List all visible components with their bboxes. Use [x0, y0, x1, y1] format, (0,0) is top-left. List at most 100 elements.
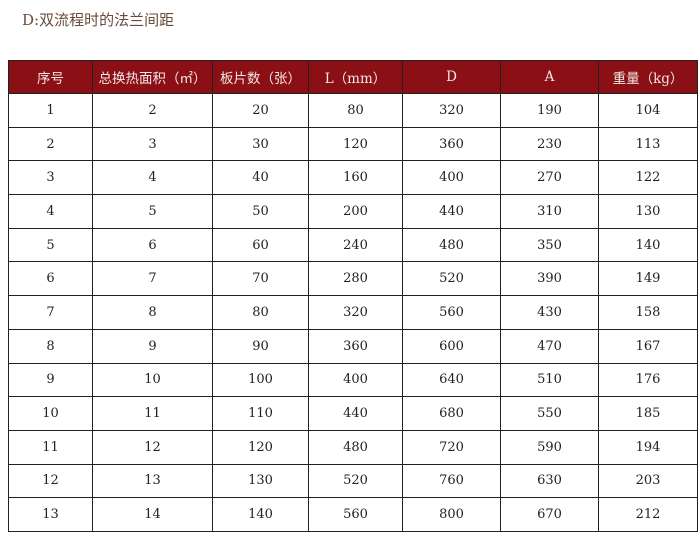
cell-length-l: 80 [308, 93, 403, 128]
cell-index: 4 [8, 194, 93, 229]
table-header-row: 序号 总换热面积（㎡） 板片数（张） L（mm） D A 重量（kg） [8, 60, 698, 94]
cell-plate-count: 50 [212, 194, 309, 229]
table-row: 5 6 60 240 480 350 140 [8, 227, 698, 263]
cell-index: 10 [8, 396, 93, 431]
column-header-weight: 重量（kg） [598, 60, 698, 94]
column-header-length-l: L（mm） [308, 60, 403, 94]
table-row: 11 12 120 480 720 590 194 [8, 429, 698, 465]
cell-dim-a: 230 [500, 126, 599, 162]
cell-plate-count: 120 [212, 429, 309, 465]
cell-dim-d: 520 [402, 261, 501, 297]
cell-plate-count: 110 [212, 396, 309, 431]
cell-plate-count: 130 [212, 463, 309, 499]
cell-weight: 104 [598, 93, 698, 128]
cell-total-area: 14 [92, 497, 213, 532]
cell-weight: 158 [598, 295, 698, 330]
cell-dim-a: 430 [500, 295, 599, 330]
table-row: 12 13 130 520 760 630 203 [8, 463, 698, 499]
cell-length-l: 240 [308, 227, 403, 263]
cell-dim-a: 670 [500, 497, 599, 532]
cell-length-l: 520 [308, 463, 403, 499]
cell-length-l: 480 [308, 429, 403, 465]
cell-dim-d: 800 [402, 497, 501, 532]
cell-total-area: 9 [92, 328, 213, 364]
table-row: 4 5 50 200 440 310 130 [8, 194, 698, 229]
cell-index: 12 [8, 463, 93, 499]
cell-total-area: 10 [92, 362, 213, 398]
cell-length-l: 440 [308, 396, 403, 431]
cell-total-area: 11 [92, 396, 213, 431]
cell-dim-a: 630 [500, 463, 599, 499]
cell-weight: 113 [598, 126, 698, 162]
table-row: 9 10 100 400 640 510 176 [8, 362, 698, 398]
cell-dim-d: 360 [402, 126, 501, 162]
cell-dim-a: 590 [500, 429, 599, 465]
cell-length-l: 400 [308, 362, 403, 398]
cell-total-area: 12 [92, 429, 213, 465]
cell-total-area: 4 [92, 160, 213, 196]
cell-dim-d: 760 [402, 463, 501, 499]
cell-weight: 176 [598, 362, 698, 398]
cell-dim-a: 270 [500, 160, 599, 196]
cell-index: 1 [8, 93, 93, 128]
cell-total-area: 5 [92, 194, 213, 229]
cell-weight: 185 [598, 396, 698, 431]
column-header-dim-a: A [500, 60, 599, 94]
cell-dim-d: 560 [402, 295, 501, 330]
column-header-dim-d: D [402, 60, 501, 94]
cell-weight: 140 [598, 227, 698, 263]
cell-plate-count: 70 [212, 261, 309, 297]
cell-weight: 212 [598, 497, 698, 532]
table-row: 6 7 70 280 520 390 149 [8, 261, 698, 297]
cell-weight: 149 [598, 261, 698, 297]
cell-weight: 194 [598, 429, 698, 465]
table-row: 2 3 30 120 360 230 113 [8, 126, 698, 162]
table-row: 1 2 20 80 320 190 104 [8, 93, 698, 128]
cell-dim-a: 470 [500, 328, 599, 364]
cell-dim-d: 600 [402, 328, 501, 364]
cell-weight: 130 [598, 194, 698, 229]
cell-dim-a: 390 [500, 261, 599, 297]
cell-index: 6 [8, 261, 93, 297]
cell-dim-d: 680 [402, 396, 501, 431]
cell-length-l: 160 [308, 160, 403, 196]
cell-total-area: 7 [92, 261, 213, 297]
cell-weight: 122 [598, 160, 698, 196]
cell-length-l: 560 [308, 497, 403, 532]
cell-total-area: 8 [92, 295, 213, 330]
cell-plate-count: 80 [212, 295, 309, 330]
cell-dim-d: 400 [402, 160, 501, 196]
cell-dim-d: 320 [402, 93, 501, 128]
column-header-index: 序号 [8, 60, 93, 94]
column-header-total-area: 总换热面积（㎡） [92, 60, 213, 94]
table-row: 10 11 110 440 680 550 185 [8, 396, 698, 431]
cell-plate-count: 100 [212, 362, 309, 398]
cell-index: 13 [8, 497, 93, 532]
table-row: 8 9 90 360 600 470 167 [8, 328, 698, 364]
cell-dim-d: 720 [402, 429, 501, 465]
cell-weight: 167 [598, 328, 698, 364]
table-row: 7 8 80 320 560 430 158 [8, 295, 698, 330]
cell-index: 7 [8, 295, 93, 330]
cell-weight: 203 [598, 463, 698, 499]
cell-index: 3 [8, 160, 93, 196]
cell-total-area: 3 [92, 126, 213, 162]
cell-index: 11 [8, 429, 93, 465]
cell-dim-d: 640 [402, 362, 501, 398]
cell-length-l: 120 [308, 126, 403, 162]
cell-plate-count: 30 [212, 126, 309, 162]
table-row: 13 14 140 560 800 670 212 [8, 497, 698, 532]
cell-index: 9 [8, 362, 93, 398]
cell-total-area: 6 [92, 227, 213, 263]
cell-plate-count: 40 [212, 160, 309, 196]
cell-dim-d: 440 [402, 194, 501, 229]
cell-length-l: 320 [308, 295, 403, 330]
cell-length-l: 200 [308, 194, 403, 229]
document-title: D:双流程时的法兰间距 [22, 11, 175, 29]
cell-plate-count: 20 [212, 93, 309, 128]
cell-dim-a: 310 [500, 194, 599, 229]
cell-dim-a: 350 [500, 227, 599, 263]
cell-index: 8 [8, 328, 93, 364]
cell-length-l: 280 [308, 261, 403, 297]
cell-length-l: 360 [308, 328, 403, 364]
